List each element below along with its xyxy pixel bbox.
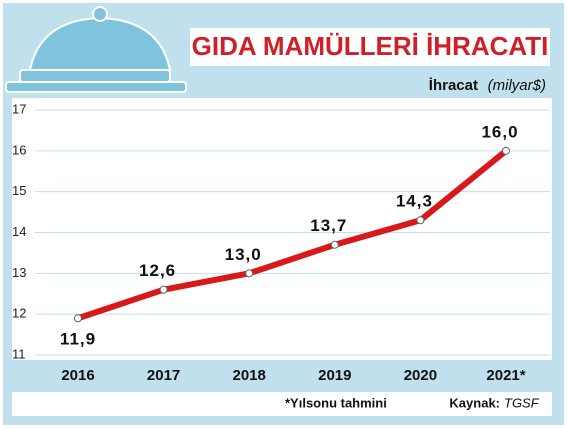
source: TGSF [504, 395, 540, 410]
plot-area [12, 98, 552, 360]
y-tick-label: 16 [12, 142, 26, 157]
value-label: 13,7 [310, 216, 347, 235]
x-tick-label: 2016 [61, 367, 94, 384]
x-tick-label: 2018 [233, 367, 266, 384]
y-tick-label: 12 [12, 306, 26, 321]
x-tick-label: 2017 [147, 367, 180, 384]
y-axis-label: İhracat [429, 77, 478, 94]
source-label: Kaynak: [449, 395, 500, 410]
value-label: 14,3 [396, 192, 433, 211]
value-label: 11,9 [60, 330, 96, 349]
title-box [190, 28, 550, 66]
data-line [75, 147, 509, 322]
x-tick-label: 2021* [486, 367, 525, 384]
value-label: 16,0 [481, 122, 518, 141]
data-point [416, 216, 425, 225]
y-axis-unit: (milyar$) [488, 77, 546, 94]
data-point [502, 146, 510, 155]
x-tick-label: 2020 [404, 367, 437, 384]
data-point [74, 314, 82, 323]
chart-title: GIDA MAMÜLLERİ İHRACATI [192, 31, 549, 61]
y-tick-label: 13 [12, 265, 26, 280]
data-point [330, 240, 339, 249]
x-tick-label: 2019 [318, 367, 351, 384]
x-axis-band [12, 360, 552, 390]
y-tick-label: 14 [12, 224, 26, 239]
footer-box [12, 392, 552, 416]
y-tick-label: 17 [12, 101, 26, 116]
cloche-icon [5, 6, 187, 93]
y-tick-label: 11 [12, 346, 26, 361]
data-point [245, 269, 254, 278]
value-label: 12,6 [139, 261, 176, 280]
value-label: 13,0 [225, 245, 262, 264]
footnote: *Yılsonu tahmini [285, 395, 387, 410]
data-point [159, 285, 168, 294]
y-tick-label: 15 [12, 183, 26, 198]
